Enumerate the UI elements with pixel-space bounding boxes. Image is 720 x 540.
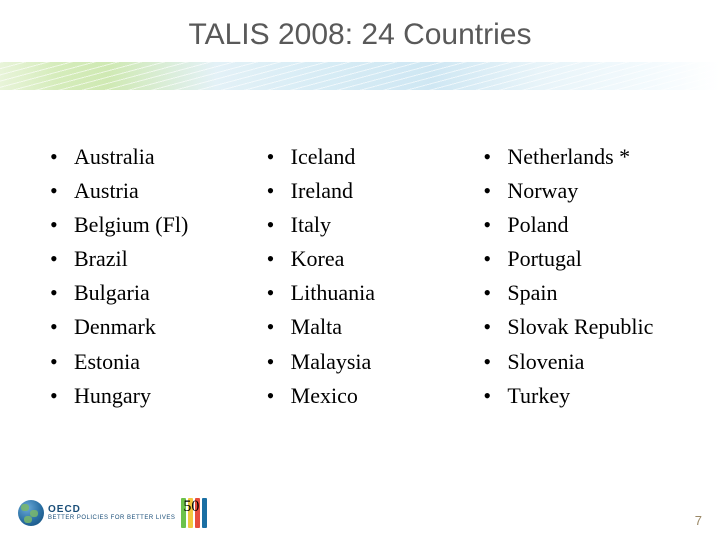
list-item: Estonia — [50, 345, 257, 379]
list-item: Malta — [267, 310, 474, 344]
list-item: Denmark — [50, 310, 257, 344]
list-item: Korea — [267, 242, 474, 276]
list-item: Bulgaria — [50, 276, 257, 310]
list-item: Lithuania — [267, 276, 474, 310]
list-item: Slovak Republic — [483, 310, 690, 344]
oecd-acronym: OECD — [48, 505, 175, 515]
slide-footer: OECD BETTER POLICIES FOR BETTER LIVES 50… — [18, 498, 702, 528]
title-band: TALIS 2008: 24 Countries — [0, 0, 720, 62]
list-item: Belgium (Fl) — [50, 208, 257, 242]
column-3: Netherlands * Norway Poland Portugal Spa… — [483, 140, 690, 413]
anniversary-number: 50 — [183, 498, 219, 516]
list-item: Malaysia — [267, 345, 474, 379]
column-1: Australia Austria Belgium (Fl) Brazil Bu… — [50, 140, 257, 413]
list-item: Turkey — [483, 379, 690, 413]
list-item: Australia — [50, 140, 257, 174]
list-item: Hungary — [50, 379, 257, 413]
list-item: Slovenia — [483, 345, 690, 379]
globe-icon — [18, 500, 44, 526]
column-2: Iceland Ireland Italy Korea Lithuania Ma… — [267, 140, 474, 413]
list-item: Poland — [483, 208, 690, 242]
list-item: Brazil — [50, 242, 257, 276]
slide-title: TALIS 2008: 24 Countries — [0, 18, 720, 52]
list-item: Netherlands * — [483, 140, 690, 174]
list-item: Mexico — [267, 379, 474, 413]
oecd-logo-text: OECD BETTER POLICIES FOR BETTER LIVES — [48, 505, 175, 521]
list-item: Iceland — [267, 140, 474, 174]
country-list-1: Australia Austria Belgium (Fl) Brazil Bu… — [50, 140, 257, 413]
oecd-tagline: BETTER POLICIES FOR BETTER LIVES — [48, 515, 175, 521]
list-item: Spain — [483, 276, 690, 310]
list-item: Portugal — [483, 242, 690, 276]
list-item: Austria — [50, 174, 257, 208]
page-number: 7 — [695, 513, 702, 528]
country-list-2: Iceland Ireland Italy Korea Lithuania Ma… — [267, 140, 474, 413]
logo-group: OECD BETTER POLICIES FOR BETTER LIVES 50 — [18, 498, 207, 528]
country-columns: Australia Austria Belgium (Fl) Brazil Bu… — [0, 90, 720, 413]
anniversary-logo: 50 — [181, 498, 207, 528]
list-item: Italy — [267, 208, 474, 242]
oecd-logo: OECD BETTER POLICIES FOR BETTER LIVES — [18, 500, 175, 526]
list-item: Norway — [483, 174, 690, 208]
country-list-3: Netherlands * Norway Poland Portugal Spa… — [483, 140, 690, 413]
list-item: Ireland — [267, 174, 474, 208]
decorative-stripe — [0, 62, 720, 90]
